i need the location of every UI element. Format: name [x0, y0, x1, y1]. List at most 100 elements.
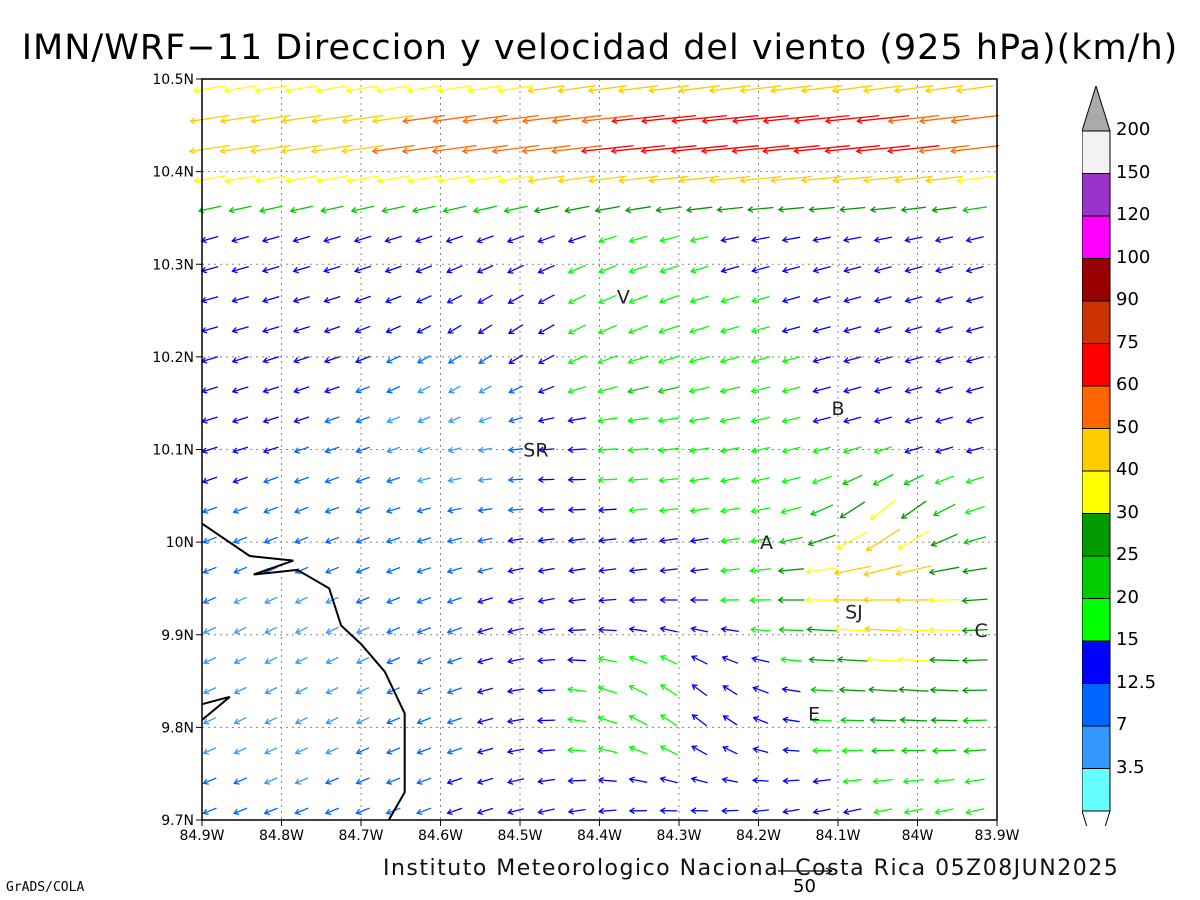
wind-vector: [597, 655, 618, 663]
wind-vector: [431, 144, 477, 155]
wind-vector: [536, 687, 556, 694]
wind-vector: [750, 356, 771, 364]
wind-vector: [476, 717, 494, 725]
wind-vector: [812, 236, 831, 243]
wind-vector: [752, 746, 769, 754]
colorbar-label: 30: [1116, 501, 1139, 523]
wind-vector: [201, 416, 218, 424]
wind-vector: [228, 205, 252, 214]
wind-vector: [385, 777, 401, 785]
wind-vector: [567, 294, 586, 305]
wind-vector: [401, 114, 446, 124]
wind-vector: [904, 326, 923, 334]
wind-vector: [231, 265, 249, 274]
wind-vector: [800, 175, 843, 184]
wind-vector: [777, 596, 805, 604]
wind-vector: [507, 567, 524, 574]
x-tick-label: 84.4W: [577, 828, 622, 844]
wind-vector: [537, 294, 555, 305]
wind-vector: [628, 235, 648, 244]
wind-vector: [355, 626, 370, 635]
wind-vector: [781, 295, 801, 304]
wind-vector: [691, 684, 708, 697]
wind-vector: [812, 777, 831, 785]
wind-vector: [689, 236, 709, 244]
wind-vector: [446, 687, 462, 695]
wind-vector: [628, 745, 648, 755]
wind-vector: [964, 778, 985, 785]
wind-vector: [314, 84, 349, 94]
wind-vector: [628, 684, 648, 696]
wind-vector: [918, 144, 970, 155]
wind-vector: [293, 446, 310, 454]
wind-vector: [506, 778, 525, 785]
wind-vector: [931, 747, 957, 755]
wind-vector: [597, 685, 618, 694]
wind-vector: [893, 175, 933, 184]
wind-vector: [842, 808, 862, 816]
wind-vector: [507, 597, 524, 605]
colorbar-label: 7: [1116, 714, 1128, 735]
wind-vector: [446, 294, 463, 304]
colorbar-segment: [1082, 768, 1111, 812]
wind-vector: [293, 356, 310, 364]
colorbar-segment: [1082, 428, 1111, 472]
wind-vector: [777, 206, 805, 213]
wind-vector: [659, 537, 678, 544]
wind-vector: [508, 416, 523, 424]
colorbar-segment: [1082, 215, 1111, 259]
wind-vector: [597, 446, 618, 454]
wind-vector: [872, 777, 894, 785]
wind-vector: [659, 235, 678, 244]
wind-vector: [628, 294, 648, 305]
wind-vector: [293, 386, 310, 394]
wind-vector: [689, 325, 710, 335]
wind-vector: [253, 84, 288, 94]
wind-vector: [223, 84, 257, 94]
wind-vector: [904, 386, 923, 394]
wind-vector: [231, 295, 249, 304]
wind-vector: [628, 506, 648, 514]
wind-vector: [566, 746, 587, 754]
wind-vector: [719, 507, 740, 514]
wind-vector: [355, 807, 370, 815]
wind-vector: [294, 747, 308, 755]
wind-vector: [834, 626, 870, 633]
wind-vector: [658, 476, 679, 484]
wind-vector: [521, 144, 571, 155]
wind-vector: [688, 477, 710, 484]
wind-vector: [842, 777, 863, 785]
wind-vector: [341, 114, 384, 124]
wind-vector: [233, 566, 248, 575]
wind-vector: [466, 84, 503, 94]
colorbar-segment: [1082, 640, 1111, 684]
colorbar-top-triangle: [1082, 86, 1111, 132]
wind-vector: [478, 416, 492, 424]
wind-vector: [355, 476, 370, 484]
wind-vector: [928, 566, 960, 576]
wind-vector: [904, 236, 923, 244]
wind-vector: [324, 777, 339, 785]
wind-vector: [232, 476, 248, 484]
wind-vector: [965, 265, 984, 274]
wind-vector: [250, 114, 291, 124]
wind-vector: [261, 265, 280, 274]
wind-vector: [810, 686, 833, 694]
wind-vector: [537, 385, 555, 394]
wind-vector: [233, 626, 247, 635]
wind-vector: [537, 567, 555, 574]
wind-vector: [899, 716, 928, 724]
wind-vector: [384, 295, 402, 304]
wind-vector: [506, 717, 525, 725]
wind-vector: [701, 114, 759, 125]
wind-vector: [843, 326, 862, 334]
wind-vector: [719, 447, 740, 454]
wind-vector: [567, 446, 586, 454]
x-tick-label: 84.9W: [179, 828, 224, 844]
wind-vector: [294, 626, 308, 635]
wind-vector: [232, 506, 248, 514]
wind-vector: [812, 356, 831, 364]
wind-vector: [935, 356, 953, 364]
wind-vector: [557, 85, 596, 94]
wind-vector: [769, 85, 812, 94]
